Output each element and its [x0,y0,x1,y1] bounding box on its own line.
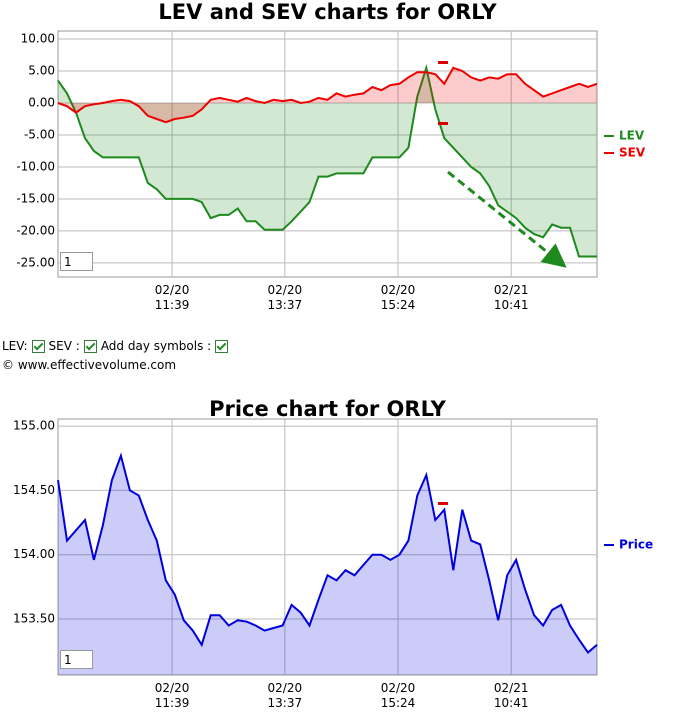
range-input[interactable]: 1 [60,252,93,271]
x-tick-label: 02/20 15:24 [380,681,416,710]
trend-arrow [447,170,567,268]
day-marker [438,61,448,64]
copyright: © www.effectivevolume.com [2,358,177,372]
line [57,63,597,258]
chart-title: LEV and SEV charts for ORLY [158,0,497,24]
y-tick-label: 154.50 [13,483,55,497]
y-tick-label: 154.00 [13,547,55,561]
x-tick-label: 02/20 11:39 [154,283,190,312]
y-tick-label: 153.50 [13,612,55,626]
checkbox[interactable] [31,339,45,353]
y-tick-label: 0.00 [28,95,55,109]
plot-area [57,418,598,676]
legend-label: Price [619,538,653,552]
y-tick-label: -25.00 [16,255,55,269]
plot-area [57,30,598,278]
chart-title: Price chart for ORLY [209,397,447,421]
checkbox[interactable] [83,339,97,353]
legend-label: SEV [619,146,646,160]
toggle-label: Add day symbols : [100,339,212,353]
x-tick-label: 02/20 11:39 [154,681,190,710]
checkbox[interactable] [215,339,229,353]
toggle-label: SEV : [48,339,80,353]
day-marker [438,122,448,125]
x-tick-label: 02/21 10:41 [493,283,529,312]
y-tick-label: 10.00 [21,31,55,45]
toggle-label: LEV: [2,339,28,353]
line [57,452,598,654]
range-input[interactable]: 1 [60,650,93,669]
area [58,67,597,123]
y-tick-label: -10.00 [16,159,55,173]
y-tick-label: 5.00 [28,63,55,77]
x-tick-label: 02/20 15:24 [380,283,416,312]
legend-label: LEV [619,129,645,143]
y-tick-label: -20.00 [16,223,55,237]
y-tick-label: -5.00 [24,127,55,141]
y-tick-label: 155.00 [13,419,55,433]
line [57,66,598,124]
y-tick-label: -15.00 [16,191,55,205]
x-tick-label: 02/20 13:37 [267,283,303,312]
x-tick-label: 02/20 13:37 [267,681,303,710]
x-tick-label: 02/21 10:41 [493,681,529,710]
day-marker [438,502,448,505]
toggles: LEV: SEV : Add day symbols : [2,339,232,353]
